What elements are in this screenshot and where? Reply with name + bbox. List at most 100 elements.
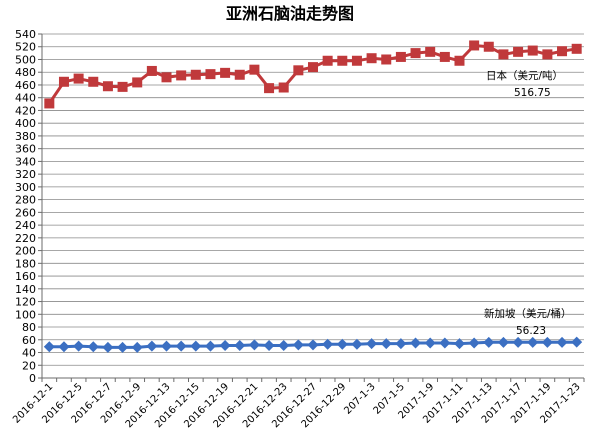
data-point — [527, 45, 538, 56]
data-point — [541, 336, 553, 348]
data-point — [336, 338, 348, 350]
series-1 — [43, 336, 583, 353]
data-point — [88, 76, 99, 87]
data-point — [322, 55, 333, 66]
data-point — [483, 336, 495, 348]
data-point — [248, 339, 260, 351]
data-point — [205, 69, 216, 80]
y-tick-label: 340 — [15, 155, 36, 168]
data-point — [469, 40, 480, 51]
data-point — [308, 62, 318, 73]
series-1-last-value: 56.23 — [516, 325, 546, 337]
data-point — [102, 81, 113, 92]
data-point — [527, 336, 539, 348]
data-point — [175, 340, 187, 352]
y-tick-label: 200 — [15, 245, 36, 258]
data-point — [513, 46, 524, 57]
y-tick-label: 480 — [15, 66, 36, 79]
y-tick-label: 180 — [15, 257, 36, 270]
y-tick-label: 520 — [15, 41, 36, 54]
y-tick-labels: 0204060801001201401601802002202402602803… — [15, 28, 36, 385]
data-point — [131, 341, 143, 353]
y-tick-label: 60 — [22, 334, 36, 347]
y-tick-label: 280 — [15, 194, 36, 207]
data-point — [571, 336, 583, 348]
data-point — [87, 341, 99, 353]
data-point — [424, 337, 436, 349]
y-tick-label: 300 — [15, 181, 36, 194]
data-point — [190, 69, 201, 80]
data-point — [117, 81, 128, 92]
data-point — [176, 70, 187, 81]
data-point — [381, 54, 392, 65]
series-0-name-label: 日本（美元/吨） — [486, 69, 563, 82]
data-point — [264, 83, 275, 94]
axes — [41, 34, 585, 382]
y-tick-label: 260 — [15, 206, 36, 219]
data-point — [58, 341, 70, 353]
y-tick-label: 400 — [15, 117, 36, 130]
data-point — [556, 336, 568, 348]
data-point — [468, 337, 480, 349]
data-point — [453, 338, 465, 350]
data-point — [395, 51, 406, 62]
data-point — [278, 82, 289, 93]
data-point — [293, 65, 304, 76]
data-point — [249, 64, 260, 75]
y-tick-label: 220 — [15, 232, 36, 245]
data-point — [292, 339, 304, 351]
y-tick-label: 460 — [15, 79, 36, 92]
x-tick-label: 207-1-3 — [342, 381, 377, 416]
y-tick-label: 140 — [15, 283, 36, 296]
data-point — [58, 76, 69, 87]
y-tick-label: 0 — [29, 372, 36, 385]
data-point — [380, 338, 392, 350]
data-point — [351, 55, 362, 66]
data-point — [234, 69, 245, 80]
data-point — [190, 340, 202, 352]
data-point — [263, 340, 275, 352]
y-tick-label: 380 — [15, 130, 36, 143]
data-point — [439, 337, 451, 349]
data-point — [204, 340, 216, 352]
data-point — [512, 336, 524, 348]
data-point — [410, 48, 421, 59]
data-point — [278, 340, 290, 352]
data-point — [117, 341, 129, 353]
series — [43, 40, 583, 353]
series-0-last-value: 516.75 — [514, 87, 551, 99]
data-point — [220, 67, 231, 78]
data-point — [73, 73, 84, 84]
data-point — [483, 41, 494, 52]
y-tick-label: 540 — [15, 28, 36, 41]
chart-title: 亚洲石脑油走势图 — [226, 4, 354, 23]
data-point — [161, 340, 173, 352]
annotations: 日本（美元/吨） 516.75 新加坡（美元/桶） 56.23 — [484, 69, 572, 337]
x-tick-labels: 2016-12-12016-12-52016-12-72016-12-92016… — [11, 381, 583, 430]
y-tick-label: 500 — [15, 53, 36, 66]
data-point — [439, 51, 450, 62]
data-point — [395, 338, 407, 350]
y-tick-label: 40 — [22, 347, 36, 360]
data-point — [44, 98, 55, 109]
y-tick-label: 420 — [15, 104, 36, 117]
y-tick-label: 240 — [15, 219, 36, 232]
y-tick-label: 440 — [15, 92, 36, 105]
data-point — [102, 341, 114, 353]
data-point — [219, 340, 231, 352]
data-point — [146, 340, 158, 352]
data-point — [337, 55, 348, 66]
y-tick-label: 100 — [15, 308, 36, 321]
data-point — [454, 55, 465, 66]
series-1-name-label: 新加坡（美元/桶） — [484, 307, 572, 320]
data-point — [410, 337, 422, 349]
data-point — [571, 43, 582, 54]
data-point — [366, 53, 377, 64]
y-tick-label: 160 — [15, 270, 36, 283]
series-0 — [44, 40, 582, 109]
y-tick-label: 360 — [15, 143, 36, 156]
data-point — [161, 72, 172, 83]
data-point — [234, 340, 246, 352]
data-point — [497, 336, 509, 348]
